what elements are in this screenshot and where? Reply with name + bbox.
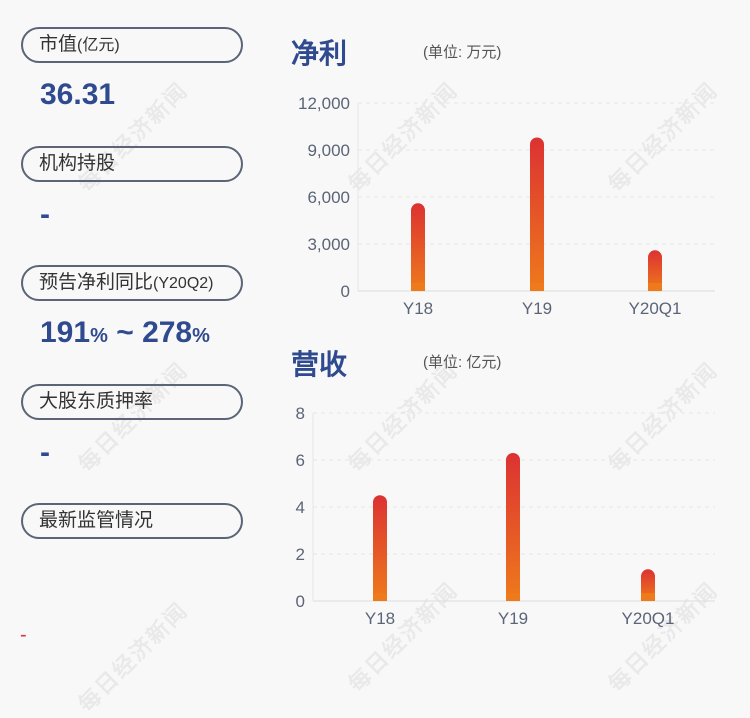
bar-base	[373, 593, 387, 601]
unit: %	[90, 325, 108, 347]
bar-Y20Q1	[648, 250, 662, 291]
bar-Y18	[373, 495, 387, 601]
forecast-profit-value: 191% ~ 278%	[40, 316, 210, 350]
label-suffix: (Y20Q2)	[153, 275, 214, 292]
sep: ~	[107, 316, 143, 349]
label-text: 市值	[39, 34, 78, 55]
chart1-title: 净利	[291, 38, 348, 69]
forecast-profit-label: 预告净利同比(Y20Q2)	[21, 265, 243, 301]
unit: %	[192, 325, 210, 347]
y-tick-label: 4	[296, 498, 305, 517]
label-text: 预告净利同比	[39, 272, 154, 293]
x-tick-label: Y18	[365, 609, 395, 628]
chart2-title: 营收	[291, 349, 348, 380]
institution-holding-value: -	[40, 198, 50, 231]
y-tick-label: 9,000	[307, 141, 350, 160]
y-tick-label: 6,000	[307, 188, 350, 207]
bar-base	[411, 283, 425, 291]
y-tick-label: 0	[296, 592, 305, 611]
chart2-unit: (单位: 亿元)	[423, 354, 502, 371]
y-tick-label: 8	[296, 404, 305, 423]
y-tick-label: 6	[296, 451, 305, 470]
bar-base	[506, 593, 520, 601]
label-text: 大股东质押率	[39, 391, 154, 412]
footer-mark: -	[20, 624, 27, 646]
label-suffix: (亿元)	[77, 37, 120, 54]
bar-base	[641, 593, 655, 601]
bar-Y18	[411, 203, 425, 291]
y-tick-label: 0	[341, 282, 350, 301]
x-tick-label: Y20Q1	[622, 609, 675, 628]
x-tick-label: Y19	[522, 299, 552, 318]
market-cap-label: 市值(亿元)	[21, 27, 243, 63]
bar-base	[648, 283, 662, 291]
label-text: 最新监管情况	[39, 510, 154, 531]
high: 278	[142, 316, 193, 349]
x-tick-label: Y18	[403, 299, 433, 318]
y-tick-label: 12,000	[298, 94, 350, 113]
pledge-ratio-label: 大股东质押率	[21, 384, 243, 420]
institution-holding-label: 机构持股	[21, 146, 243, 182]
bar-Y19	[530, 137, 544, 291]
regulation-label: 最新监管情况	[21, 503, 243, 539]
low: 191	[40, 316, 91, 349]
bar-Y19	[506, 452, 520, 601]
market-cap-value: 36.31	[40, 78, 116, 111]
x-tick-label: Y20Q1	[629, 299, 682, 318]
chart1-unit: (单位: 万元)	[423, 44, 502, 61]
y-tick-label: 2	[296, 545, 305, 564]
bar-base	[530, 283, 544, 291]
pledge-ratio-value: -	[40, 436, 50, 469]
x-tick-label: Y19	[498, 609, 528, 628]
label-text: 机构持股	[39, 153, 116, 174]
charts-svg: 0 3,000 6,000 9,000 12,000 Y18 Y19 Y20Q1 0 2 4 6 8 Y1…	[296, 94, 715, 628]
y-tick-label: 3,000	[307, 235, 350, 254]
